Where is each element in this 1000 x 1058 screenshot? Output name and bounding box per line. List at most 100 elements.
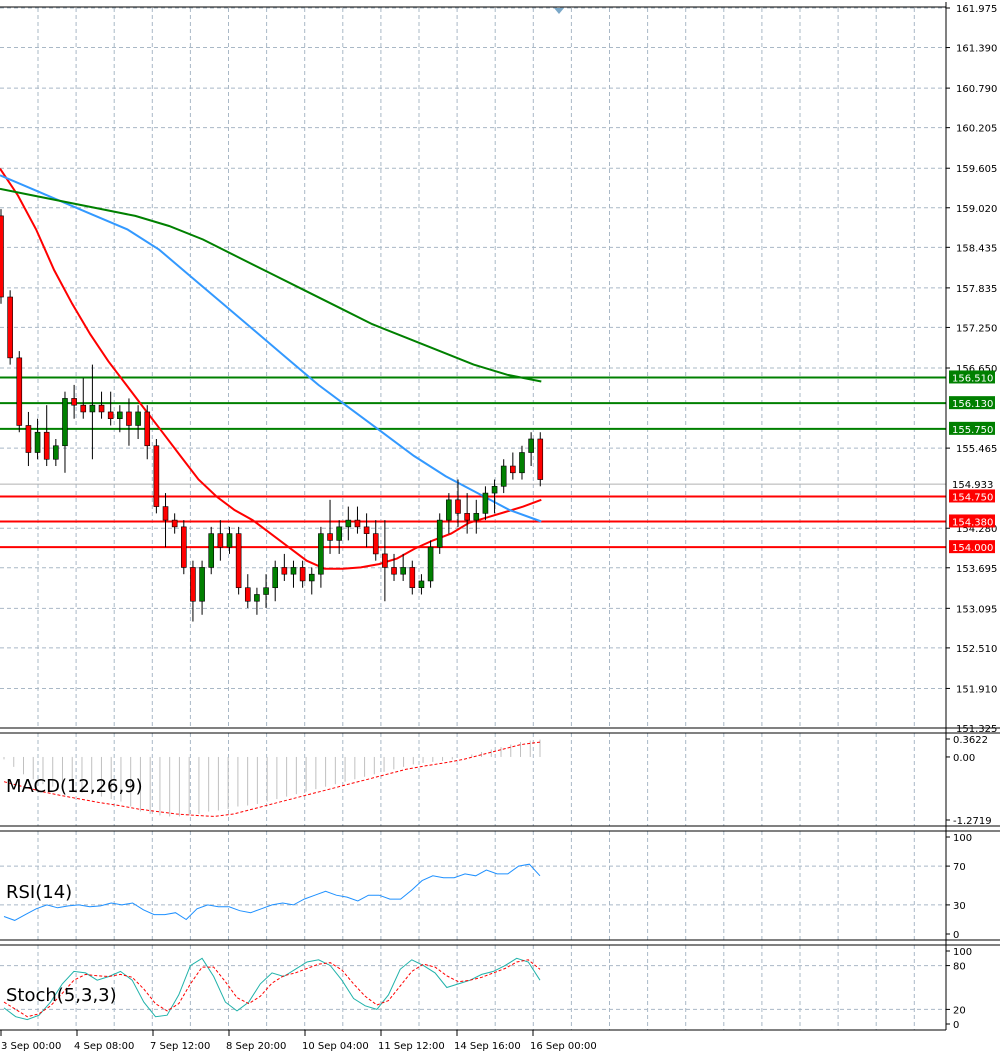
candle-body: [473, 513, 480, 521]
candle-bull: [89, 364, 96, 460]
rsi-axis: 100 70 30 0: [946, 833, 972, 941]
candle-bull: [345, 506, 352, 541]
candle-bull: [436, 513, 443, 554]
candle-body: [144, 411, 151, 447]
rsi-tick-label: 70: [953, 862, 966, 873]
candle-body: [391, 567, 397, 575]
moving-average-line: [0, 187, 542, 383]
price-axis: 161.975 161.390 160.790 160.205 159.605 159.0…: [946, 4, 997, 735]
candle-bull: [318, 526, 324, 588]
candle-body: [436, 519, 443, 548]
rsi-pane[interactable]: RSI(14): [0, 831, 946, 940]
candle-body: [153, 445, 160, 507]
price-tick-label: 158.435: [956, 243, 997, 254]
price-tick-label: 154.280: [956, 524, 997, 535]
rsi-grid: [0, 831, 946, 940]
candle-body: [354, 519, 361, 528]
candle-bear: [181, 520, 187, 575]
candle-bull: [53, 438, 59, 467]
candle-bear: [190, 560, 196, 622]
price-tick-label: 157.835: [956, 284, 997, 295]
candle-bull: [400, 553, 406, 581]
time-tick-label: 14 Sep 16:00: [454, 1041, 521, 1052]
candle-body: [98, 404, 105, 413]
stoch-tick-label: 20: [953, 1005, 966, 1016]
price-tick-label: 160.790: [956, 84, 997, 95]
candle-body: [318, 533, 324, 575]
candle-body: [0, 215, 4, 298]
candle-body: [126, 411, 132, 426]
candle-bull: [336, 520, 342, 554]
level-label-text: 154.750: [952, 492, 993, 503]
candle-bear: [382, 520, 388, 602]
level-label-text: 156.130: [952, 399, 993, 410]
macd-tick-label: 0.00: [953, 753, 975, 764]
candle-body: [345, 519, 352, 528]
macd-signal-line: [3, 741, 541, 817]
candle-body: [528, 438, 534, 453]
time-tick-label: 8 Sep 20:00: [226, 1041, 286, 1052]
level-label-box: [949, 421, 995, 435]
candle-bull: [117, 405, 123, 433]
candle-body: [409, 567, 416, 589]
candle-body: [281, 567, 288, 575]
candle-body: [336, 526, 342, 541]
candle-bear: [363, 513, 370, 548]
candle-bull: [528, 432, 534, 467]
candle-bear: [409, 560, 416, 595]
price-tick-label: 156.650: [956, 364, 997, 375]
candle-body: [254, 594, 260, 602]
candle-body: [190, 567, 196, 602]
candle-bear: [217, 520, 224, 561]
stoch-pane[interactable]: Stoch(5,3,3): [0, 945, 946, 1030]
price-tick-label: 160.205: [956, 124, 997, 135]
candle-body: [181, 526, 187, 568]
pane-frames: [0, 2, 1000, 1031]
candle-body: [299, 567, 306, 582]
candle-bull: [34, 418, 41, 460]
candle-body: [226, 533, 233, 548]
candle-bear: [107, 391, 114, 426]
candle-body: [7, 296, 13, 359]
candle-bull: [491, 479, 498, 514]
price-tick-label: 153.095: [956, 604, 997, 615]
candle-body: [455, 499, 461, 514]
candle-body: [290, 567, 297, 575]
candle-bull: [135, 405, 141, 439]
level-label-box: [949, 489, 995, 503]
candle-bull: [272, 560, 279, 602]
moving-averages: [0, 168, 542, 570]
macd-tick-label: 0.3622: [953, 735, 988, 746]
candle-body: [34, 431, 41, 453]
price-pane[interactable]: [0, 7, 946, 729]
candle-bull: [308, 567, 315, 595]
candle-body: [235, 533, 242, 589]
candle-bull: [482, 486, 489, 521]
candle-bear: [0, 209, 4, 304]
stoch-tick-label: 80: [953, 962, 966, 973]
price-tick-label: 151.910: [956, 684, 997, 695]
chart-shift-marker-icon[interactable]: [554, 8, 564, 14]
candle-body: [117, 411, 123, 420]
candle-bull: [254, 587, 260, 615]
macd-pane[interactable]: MACD(12,26,9): [3, 733, 915, 826]
rsi-tick-label: 30: [953, 901, 966, 912]
candle-body: [199, 567, 205, 602]
candle-body: [491, 486, 498, 494]
candle-bull: [500, 459, 507, 494]
candle-bear: [80, 378, 87, 419]
candle-bear: [372, 520, 379, 561]
current-price-text: 154.933: [952, 480, 993, 491]
moving-average-line: [0, 174, 542, 523]
candle-bear: [144, 405, 151, 460]
candle-body: [372, 533, 379, 555]
macd-label: MACD(12,26,9): [6, 776, 143, 797]
time-axis: 3 Sep 00:00 4 Sep 08:00 7 Sep 12:00 8 Sep 2…: [0, 1030, 597, 1052]
candle-bull: [199, 560, 205, 615]
candle-bull: [263, 574, 269, 608]
candle-body: [43, 431, 50, 460]
price-tick-label: 159.020: [956, 204, 997, 215]
stoch-axis: 100 80 20 0: [946, 947, 972, 1031]
candle-body: [80, 404, 87, 413]
